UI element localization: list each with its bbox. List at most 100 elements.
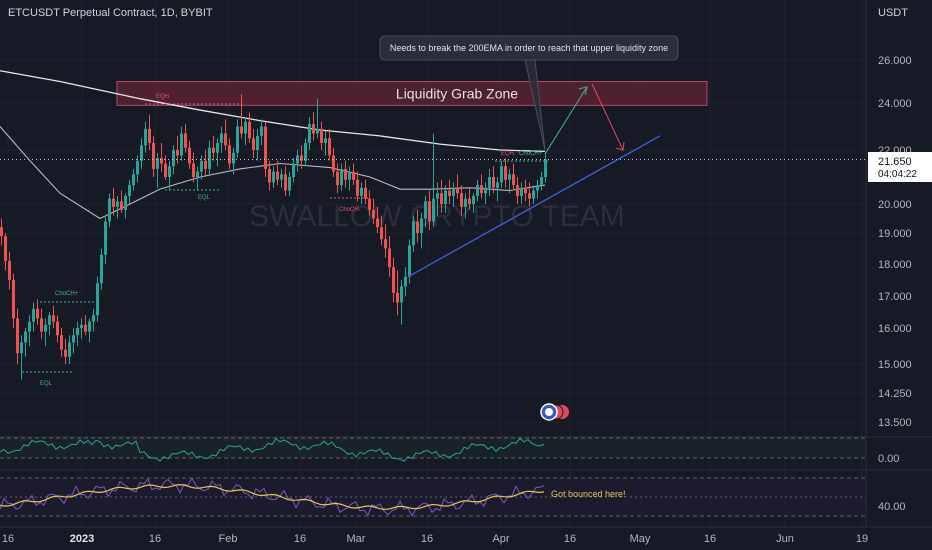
candle-116: [464, 193, 467, 219]
candle-48: [192, 152, 195, 183]
candle-54: [216, 138, 219, 167]
candle-129: [516, 177, 519, 204]
support-trendline: [407, 135, 661, 278]
candle-4: [16, 308, 19, 364]
candle-9: [36, 299, 39, 325]
candle-125: [500, 160, 503, 188]
candle-75: [300, 145, 303, 169]
candle-16: [64, 338, 67, 364]
candle-68: [272, 166, 275, 188]
candle-51: [204, 150, 207, 177]
candle-17: [68, 335, 71, 364]
trend-lines: [407, 83, 661, 278]
candle-122: [488, 168, 491, 196]
candle-127: [508, 168, 511, 194]
price-axis: 26.00024.00022.00020.00019.00018.00017.0…: [878, 55, 912, 513]
time-tick-3: Feb: [219, 533, 238, 545]
candle-57: [228, 138, 231, 169]
candle-118: [472, 193, 475, 213]
candle-87: [348, 166, 351, 191]
candle-103: [412, 215, 415, 252]
candle-52: [208, 140, 211, 175]
candle-7: [28, 315, 31, 346]
candle-84: [336, 163, 339, 194]
candle-133: [532, 185, 535, 204]
candle-20: [80, 318, 83, 339]
candle-120: [480, 174, 483, 199]
candle-135: [540, 171, 543, 191]
projection-down-arrow: [591, 83, 624, 151]
candle-32: [128, 179, 131, 204]
candle-33: [132, 168, 135, 191]
candle-92: [368, 190, 371, 216]
flag-icon[interactable]: [540, 403, 569, 421]
candle-42: [168, 160, 171, 191]
bounce-note: Got bounced here!: [551, 489, 626, 499]
time-tick-9: May: [630, 533, 651, 545]
candle-59: [236, 119, 239, 159]
candle-50: [200, 155, 203, 180]
candle-61: [244, 117, 247, 146]
candle-65: [260, 119, 263, 146]
candle-99: [396, 270, 399, 316]
candle-89: [356, 171, 359, 202]
candle-24: [96, 276, 99, 322]
candle-106: [424, 195, 427, 228]
candle-28: [112, 187, 115, 216]
candle-30: [120, 190, 123, 213]
candle-73: [292, 158, 295, 183]
rsi-band: [0, 438, 866, 458]
time-tick-4: 16: [294, 533, 306, 545]
time-tick-5: Mar: [347, 533, 366, 545]
candle-69: [276, 160, 279, 186]
candle-119: [476, 179, 479, 202]
candle-107: [428, 190, 431, 231]
callout-text: Needs to break the 200EMA in order to re…: [390, 43, 668, 53]
choch-label-3: ChoCH+: [519, 151, 543, 157]
candle-71: [284, 166, 287, 196]
candle-18: [72, 328, 75, 354]
price-tick-3: 20.000: [878, 199, 912, 211]
candle-134: [536, 179, 539, 199]
price-tick-0: 26.000: [878, 55, 912, 67]
candle-93: [372, 198, 375, 225]
callout-pointer: [524, 59, 546, 151]
candle-56: [224, 119, 227, 150]
candle-67: [268, 160, 271, 191]
projection-up-arrowhead: [578, 86, 588, 95]
candle-34: [136, 155, 139, 183]
candle-31: [124, 193, 127, 219]
candle-115: [460, 185, 463, 216]
candle-98: [392, 257, 395, 303]
candles: [0, 94, 547, 380]
candle-114: [456, 174, 459, 199]
candle-22: [88, 318, 91, 343]
time-tick-12: 19: [856, 533, 868, 545]
candle-100: [400, 280, 403, 325]
candle-36: [144, 121, 147, 153]
candle-47: [188, 140, 191, 169]
candle-85: [340, 163, 343, 191]
candle-111: [444, 185, 447, 213]
candle-49: [196, 166, 199, 191]
eqh-label-2: EQH: [501, 151, 514, 157]
rsi-pane: [0, 436, 932, 462]
candle-81: [324, 131, 327, 156]
eql-label-2: EQL: [40, 381, 53, 387]
candle-45: [180, 126, 183, 161]
price-tick-5: 18.000: [878, 259, 912, 271]
candle-131: [524, 179, 527, 202]
candle-64: [256, 128, 259, 161]
candle-14: [56, 315, 59, 343]
candle-104: [416, 209, 419, 243]
candle-63: [252, 128, 255, 159]
rsi-line: [0, 437, 545, 462]
time-tick-7: Apr: [492, 533, 509, 545]
candle-95: [380, 215, 383, 246]
candle-88: [352, 163, 355, 186]
chart-title[interactable]: ETCUSDT Perpetual Contract, 1D, BYBIT: [8, 7, 213, 19]
eqh-label-1: EQH: [156, 94, 169, 100]
candle-113: [452, 182, 455, 207]
candle-25: [100, 248, 103, 290]
